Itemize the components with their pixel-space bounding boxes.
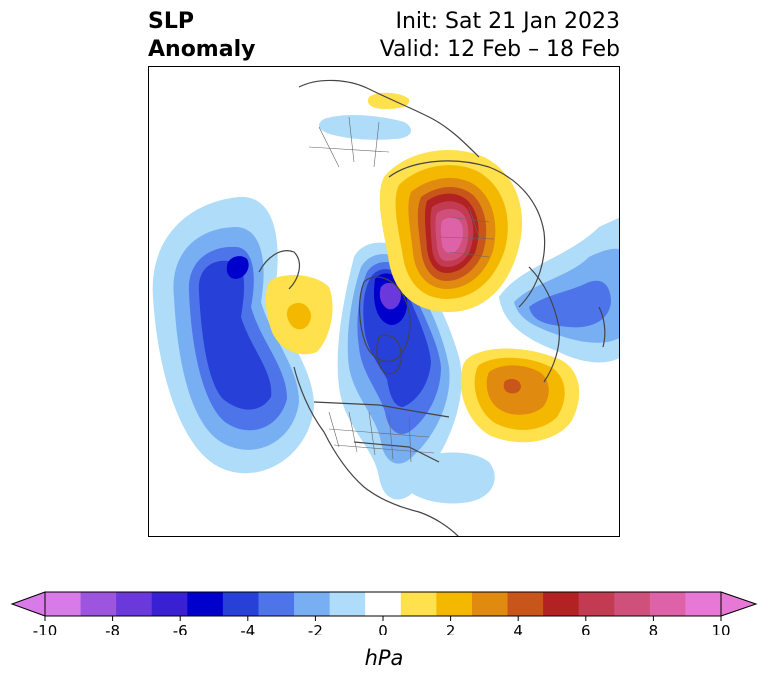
colorbar-unit-label: hPa bbox=[364, 646, 404, 670]
colorbar-bin bbox=[507, 592, 544, 616]
polar-high-8 bbox=[440, 217, 464, 254]
europe-high bbox=[367, 92, 410, 109]
forecast-dates: Init: Sat 21 Jan 2023 Valid: 12 Feb – 18… bbox=[380, 8, 620, 64]
colorbar-tick-label: -6 bbox=[173, 622, 188, 635]
se-us-low bbox=[402, 452, 495, 504]
colorbar-tick-label: -8 bbox=[105, 622, 120, 635]
colorbar-tick-label: -2 bbox=[308, 622, 323, 635]
valid-range: Valid: 12 Feb – 18 Feb bbox=[379, 37, 620, 62]
eurasia-coast bbox=[388, 160, 546, 308]
colorbar-tick-label: 10 bbox=[711, 622, 730, 635]
colorbar-ticks: -10 -8 -6 -4 -2 0 2 4 6 8 10 bbox=[33, 616, 731, 635]
colorbar-bin bbox=[151, 592, 188, 616]
us-canada-border bbox=[313, 401, 450, 418]
colorbar-bin bbox=[649, 592, 686, 616]
pacific-low-5 bbox=[198, 260, 272, 410]
colorbar-tick-label: 8 bbox=[649, 622, 659, 635]
colorbar-bin bbox=[294, 592, 331, 616]
canada-low-7 bbox=[379, 282, 401, 310]
colorbar-extend-high bbox=[720, 591, 758, 617]
colorbar-tick-label: 4 bbox=[513, 622, 523, 635]
europe-low-2 bbox=[319, 115, 412, 140]
colorbar-extend-low bbox=[10, 591, 46, 617]
colorbar-bin bbox=[400, 592, 437, 616]
colorbar-bins bbox=[10, 591, 758, 617]
title-line-2: Anomaly bbox=[148, 37, 256, 62]
colorbar-tick-label: -4 bbox=[240, 622, 255, 635]
coastlines bbox=[258, 79, 606, 536]
map-title: SLP Anomaly bbox=[148, 8, 255, 64]
colorbar-bin bbox=[614, 592, 651, 616]
colorbar-tick-label: 2 bbox=[446, 622, 456, 635]
colorbar-bin bbox=[365, 592, 402, 616]
colorbar-tick-label: 6 bbox=[581, 622, 591, 635]
colorbar-bin bbox=[329, 592, 366, 616]
japan-coast bbox=[598, 306, 606, 348]
colorbar-tick-label: 0 bbox=[378, 622, 388, 635]
colorbar-bin bbox=[258, 592, 295, 616]
colorbar-bin bbox=[471, 592, 509, 616]
colorbar-bin bbox=[45, 592, 82, 616]
slp-anomaly-map bbox=[152, 79, 619, 536]
colorbar: -10 -8 -6 -4 -2 0 2 4 6 8 10 bbox=[10, 591, 758, 635]
hudson-bay bbox=[376, 334, 402, 375]
pacific-low-6 bbox=[226, 256, 249, 279]
colorbar-bin bbox=[187, 592, 224, 616]
colorbar-bin bbox=[543, 592, 580, 616]
colorbar-bin bbox=[116, 592, 153, 616]
init-date: Init: Sat 21 Jan 2023 bbox=[395, 9, 620, 34]
europe-coast bbox=[298, 79, 480, 158]
greenland-coast bbox=[359, 276, 411, 362]
north-america-coast bbox=[293, 366, 459, 536]
colorbar-bin bbox=[685, 592, 722, 616]
colorbar-bin bbox=[578, 592, 615, 616]
title-line-1: SLP bbox=[148, 9, 194, 34]
asia-low-4 bbox=[529, 280, 611, 328]
alaska-coast bbox=[258, 250, 301, 290]
west-high-2 bbox=[286, 302, 311, 330]
us-mexico-border bbox=[353, 441, 440, 463]
anomaly-fills bbox=[152, 92, 619, 504]
atlantic-high-4 bbox=[503, 379, 521, 394]
asia-east-coast bbox=[528, 266, 560, 383]
colorbar-bin bbox=[80, 592, 117, 616]
colorbar-bin bbox=[436, 592, 473, 616]
map-panel bbox=[148, 66, 620, 537]
colorbar-bin bbox=[222, 592, 259, 616]
colorbar-tick-label: -10 bbox=[33, 622, 58, 635]
state-borders bbox=[308, 116, 495, 463]
